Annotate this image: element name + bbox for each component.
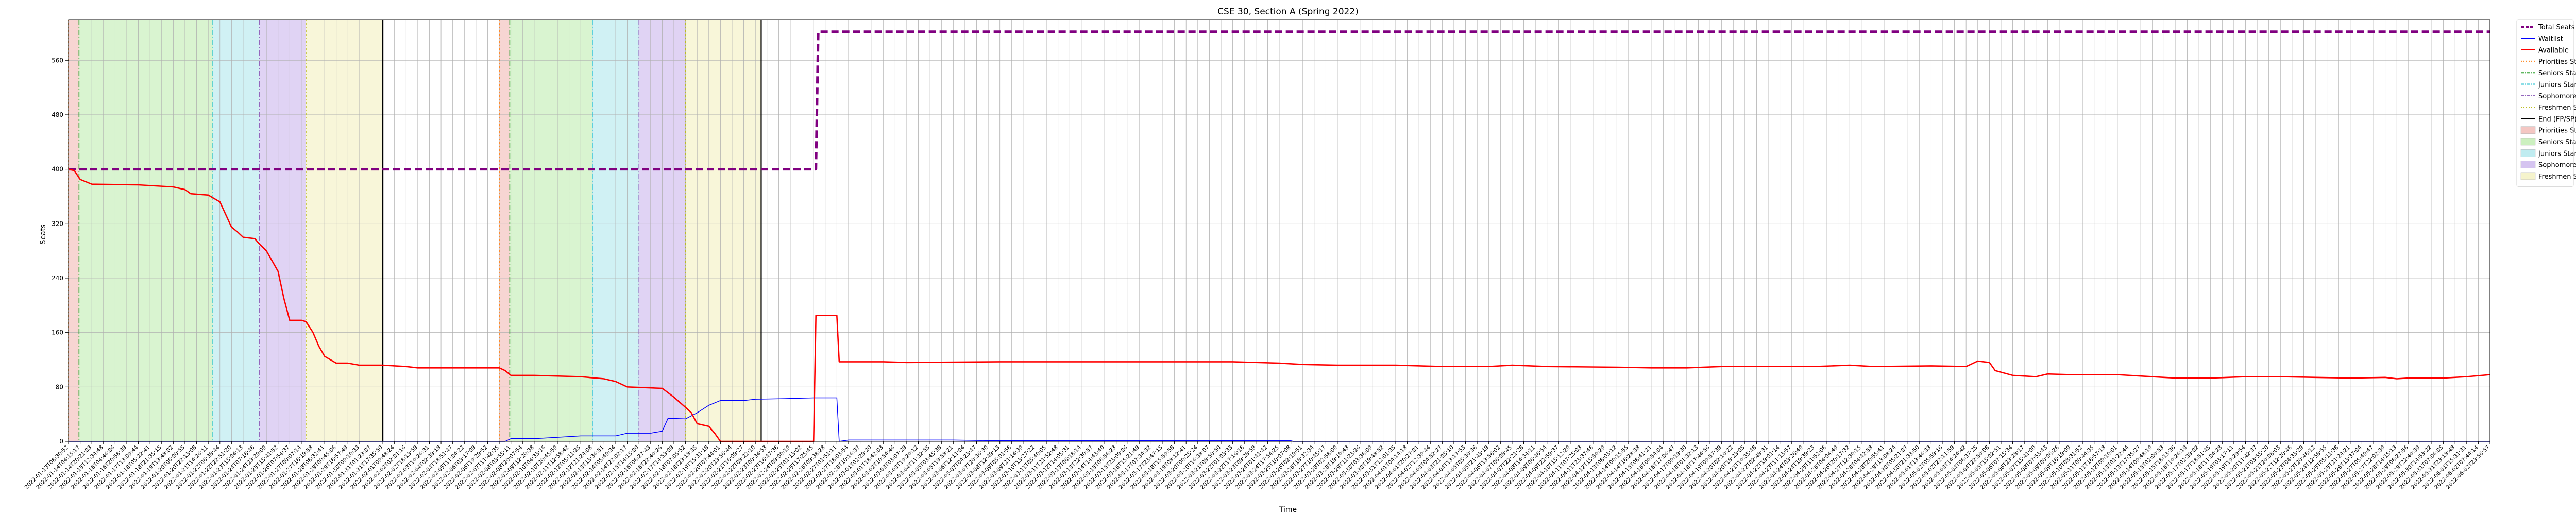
y-tick-label: 480 [52, 111, 63, 118]
legend-label: End (FP/SP) [2538, 115, 2576, 123]
band-4 [306, 20, 383, 441]
legend-patch [2520, 172, 2536, 180]
band-6 [510, 20, 592, 441]
y-tick-label: 160 [52, 329, 63, 336]
band-3 [259, 20, 306, 441]
legend-label: Sophomores Start [2538, 93, 2576, 100]
legend-label: Juniors Start [2538, 81, 2576, 89]
legend-patch [2520, 138, 2536, 146]
x-axis-label: Time [1279, 506, 1297, 514]
legend-label: Freshmen Start [2538, 104, 2576, 112]
legend-patch [2520, 149, 2536, 157]
y-tick-label: 80 [56, 383, 63, 390]
legend-label: Seniors Start [2538, 70, 2576, 77]
series-waitlist [69, 397, 2490, 442]
y-tick-label: 0 [59, 438, 63, 445]
legend-label: Priorities Start [2538, 127, 2576, 135]
legend-label: Available [2538, 47, 2569, 55]
band-0 [69, 20, 79, 441]
y-tick-label: 320 [52, 220, 63, 227]
legend-label: Juniors Start [2538, 150, 2576, 158]
legend-label: Waitlist [2538, 35, 2563, 43]
y-tick-label: 560 [52, 57, 63, 64]
legend-label: Total Seats [2538, 24, 2575, 31]
band-9 [685, 20, 761, 441]
band-5 [499, 20, 510, 441]
y-axis-label: Seats [39, 225, 47, 245]
y-tick-label: 400 [52, 166, 63, 173]
legend-label: Freshmen Start [2538, 173, 2576, 181]
legend-patch [2520, 161, 2536, 168]
chart-title: CSE 30, Section A (Spring 2022) [1217, 7, 1359, 17]
series-total-seats [69, 30, 2490, 171]
y-tick-label: 240 [52, 274, 63, 282]
plot-area: 0801602403204004805602022-01-13T08:30:52… [24, 19, 2491, 490]
chart-legend: Total Seats Waitlist Available Priorities S… [2516, 19, 2576, 187]
band-1 [79, 20, 213, 441]
legend-label: Priorities Start [2538, 58, 2576, 66]
legend-label: Seniors Start [2538, 139, 2576, 146]
legend-patch [2520, 126, 2536, 134]
legend-label: Sophomores Start [2538, 162, 2576, 169]
